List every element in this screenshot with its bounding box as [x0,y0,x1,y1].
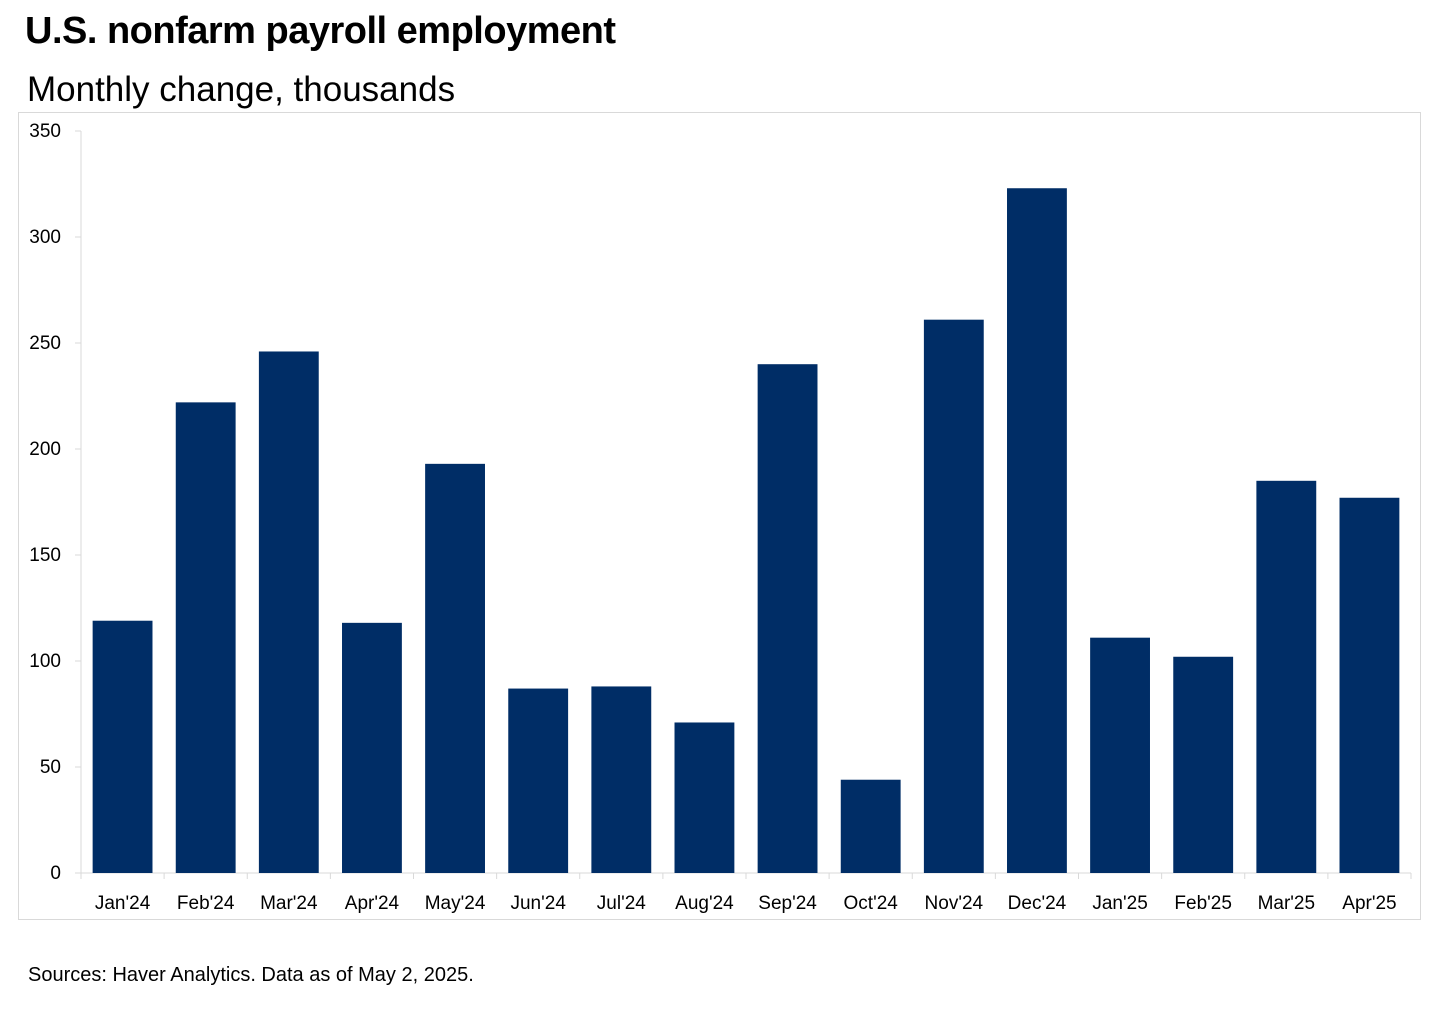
plot-frame [18,112,1421,920]
x-tick-label: Jun'24 [510,893,566,914]
source-note: Sources: Haver Analytics. Data as of May… [28,964,474,986]
x-tick-label: Dec'24 [1008,893,1067,914]
bar [757,364,818,873]
x-tick-label: Jul'24 [597,893,646,914]
x-tick-label: Jan'25 [1092,893,1147,914]
y-tick-label: 50 [40,757,61,778]
bar [1173,656,1234,873]
x-tick-label: Apr'25 [1342,893,1396,914]
bar [175,402,236,873]
x-tick-label: Sep'24 [758,893,817,914]
y-tick-label: 100 [29,651,61,672]
bar [840,779,901,873]
bar [1256,480,1317,873]
x-tick-label: Jan'24 [95,893,151,914]
bar [342,622,402,873]
x-tick-label: Feb'25 [1174,893,1232,914]
y-tick-label: 300 [29,227,61,248]
bar [425,463,485,873]
y-tick-label: 0 [50,863,61,884]
y-tick-label: 150 [29,545,61,566]
bar [1339,497,1400,873]
x-tick-label: Apr'24 [345,893,400,914]
bar [92,620,153,873]
x-tick-label: Aug'24 [675,893,734,914]
chart-title: U.S. nonfarm payroll employment [25,10,616,52]
x-tick-label: Oct'24 [844,893,899,914]
bar [923,319,984,873]
x-tick-label: Mar'25 [1258,893,1315,914]
y-tick-label: 250 [29,333,61,354]
x-tick-label: Mar'24 [260,893,318,914]
y-tick-label: 350 [29,121,61,142]
y-tick-label: 200 [29,439,61,460]
x-tick-label: Feb'24 [177,893,235,914]
x-tick-label: Nov'24 [925,893,984,914]
chart-subtitle: Monthly change, thousands [27,70,456,109]
bar [1090,637,1150,873]
bar [591,686,652,873]
bar [508,688,569,873]
bar [674,722,735,873]
x-tick-label: May'24 [425,893,486,914]
bar [1007,188,1067,874]
bar [258,351,319,874]
